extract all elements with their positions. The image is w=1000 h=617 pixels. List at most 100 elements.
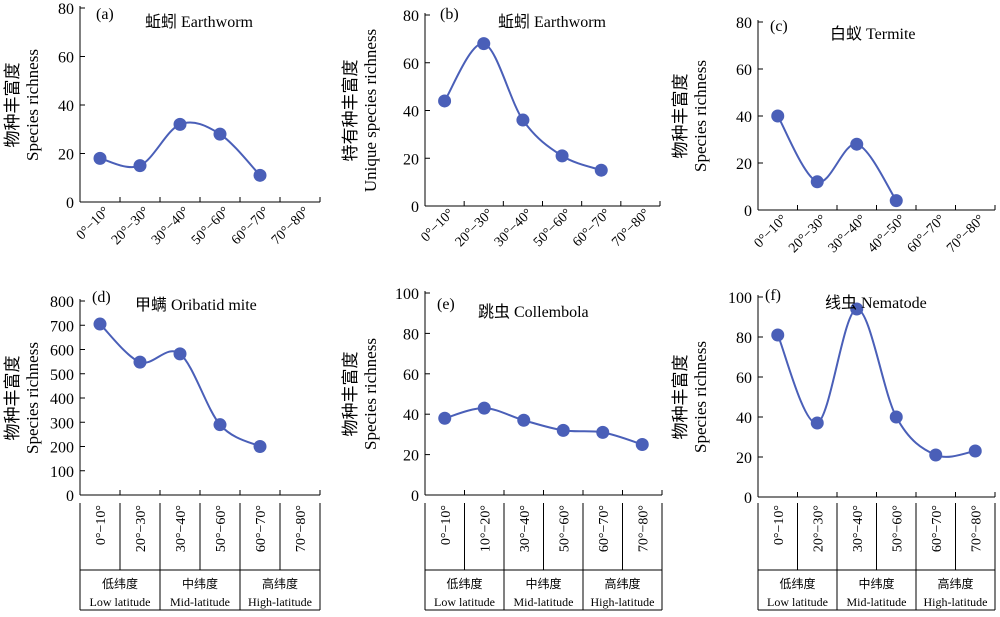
x-tick-label: 70°−80° xyxy=(969,505,984,552)
group-label-en: Low latitude xyxy=(434,595,495,609)
y-axis-title-cn: 物种丰富度 xyxy=(3,63,22,148)
y-tick-label: 100 xyxy=(395,286,419,303)
x-tick-label: 60°−70° xyxy=(597,505,612,552)
group-label-cn: 高纬度 xyxy=(604,576,640,591)
x-tick-label: 50°−60° xyxy=(890,505,905,552)
panel-title: 甲螨 Oribatid mite xyxy=(135,296,257,314)
data-point xyxy=(635,438,649,451)
group-label-en: Mid-latitude xyxy=(514,595,574,609)
data-point xyxy=(438,411,452,425)
y-tick-label: 40 xyxy=(736,109,752,126)
y-axis-title-en: Unique species richness xyxy=(361,29,380,192)
y-tick-label: 500 xyxy=(50,367,74,384)
x-tick-label: 60°−70° xyxy=(229,204,273,248)
series-line xyxy=(776,115,898,202)
data-point xyxy=(477,401,491,415)
y-tick-label: 60 xyxy=(736,62,752,79)
data-point xyxy=(556,423,570,437)
y-axis-title-cn: 物种丰富度 xyxy=(341,352,360,437)
group-label-cn: 高纬度 xyxy=(937,576,973,591)
data-point xyxy=(93,151,107,165)
x-tick-label: 60°−70° xyxy=(905,212,949,256)
data-point xyxy=(213,127,227,141)
data-point xyxy=(516,113,530,127)
x-tick-label: 50°−60° xyxy=(189,204,233,248)
x-tick-label: 0°−10° xyxy=(439,505,454,545)
x-tick-label: 70°−80° xyxy=(294,505,309,552)
y-tick-label: 40 xyxy=(403,407,419,424)
y-axis-title-cn: 物种丰富度 xyxy=(671,355,690,440)
panel-letter: (e) xyxy=(437,296,455,313)
data-point xyxy=(253,440,267,453)
x-tick-label: 10°−20° xyxy=(478,505,493,552)
y-tick-label: 200 xyxy=(50,440,74,457)
x-tick-label: 70°−80° xyxy=(636,505,651,552)
y-tick-label: 60 xyxy=(58,50,74,67)
series-line xyxy=(444,407,643,446)
data-point xyxy=(517,413,531,427)
y-tick-label: 400 xyxy=(50,391,74,408)
group-label-en: High-latitude xyxy=(924,595,988,609)
y-tick-label: 40 xyxy=(58,98,74,115)
panel-title: 白蚁 Termite xyxy=(830,25,916,43)
series-line xyxy=(776,307,976,458)
data-point xyxy=(810,416,824,430)
y-axis-title-en: Species richness xyxy=(23,342,42,454)
x-tick-label: 0°−10° xyxy=(74,204,113,243)
group-label-cn: 低纬度 xyxy=(779,576,815,591)
y-tick-label: 0 xyxy=(411,199,419,216)
panel-title: 蚯蚓 Earthworm xyxy=(498,13,607,31)
y-tick-label: 0 xyxy=(66,195,74,212)
x-tick-label: 20°−30° xyxy=(811,505,826,552)
x-tick-label: 60°−70° xyxy=(930,505,945,552)
data-point xyxy=(850,302,864,316)
x-tick-label: 20°−30° xyxy=(109,204,153,248)
x-tick-label: 0°−10° xyxy=(752,212,791,251)
group-label-en: High-latitude xyxy=(591,595,655,609)
panel-title: 跳虫 Collembola xyxy=(478,303,589,321)
y-tick-label: 20 xyxy=(736,450,752,467)
group-label-en: High-latitude xyxy=(248,595,312,609)
x-tick-label: 20°−30° xyxy=(134,505,149,552)
group-label-en: Mid-latitude xyxy=(170,595,230,609)
y-tick-label: 60 xyxy=(736,370,752,387)
panel-letter: (d) xyxy=(92,289,111,306)
data-point xyxy=(173,117,187,131)
data-point xyxy=(213,418,227,432)
y-tick-label: 0 xyxy=(66,488,74,505)
x-tick-label: 40°−50° xyxy=(865,212,909,256)
y-tick-label: 20 xyxy=(403,448,419,465)
data-point xyxy=(133,355,147,369)
group-label-en: Low latitude xyxy=(767,595,828,609)
y-tick-label: 0 xyxy=(411,488,419,505)
y-axis-title-en: Species richness xyxy=(691,341,710,453)
data-point xyxy=(173,347,187,361)
x-tick-label: 30°−40° xyxy=(518,505,533,552)
x-tick-label: 30°−40° xyxy=(492,206,536,250)
y-axis-title-en: Species richness xyxy=(361,338,380,450)
group-label-cn: 中纬度 xyxy=(525,576,561,591)
y-tick-label: 0 xyxy=(744,490,752,507)
x-tick-label: 70°−80° xyxy=(944,212,988,256)
panel-letter: (b) xyxy=(440,6,459,23)
data-point xyxy=(596,425,610,439)
x-tick-label: 50°−60° xyxy=(557,505,572,552)
panel-title: 线虫 Nematode xyxy=(825,294,927,312)
panel-title: 蚯蚓 Earthworm xyxy=(145,13,254,31)
y-axis-title-cn: 物种丰富度 xyxy=(3,356,22,441)
data-point xyxy=(93,317,107,331)
group-label-cn: 中纬度 xyxy=(858,576,894,591)
y-tick-label: 80 xyxy=(403,8,419,25)
x-tick-label: 30°−40° xyxy=(826,212,870,256)
x-tick-label: 60°−70° xyxy=(254,505,269,552)
data-point xyxy=(555,149,569,163)
data-point xyxy=(810,175,824,189)
x-tick-label: 70°−80° xyxy=(609,206,653,250)
x-tick-label: 20°−30° xyxy=(786,212,830,256)
y-tick-label: 20 xyxy=(403,151,419,168)
y-axis-title-en: Species richness xyxy=(691,60,710,172)
data-point xyxy=(253,168,267,182)
group-label-en: Low latitude xyxy=(90,595,151,609)
y-tick-label: 300 xyxy=(50,415,74,432)
